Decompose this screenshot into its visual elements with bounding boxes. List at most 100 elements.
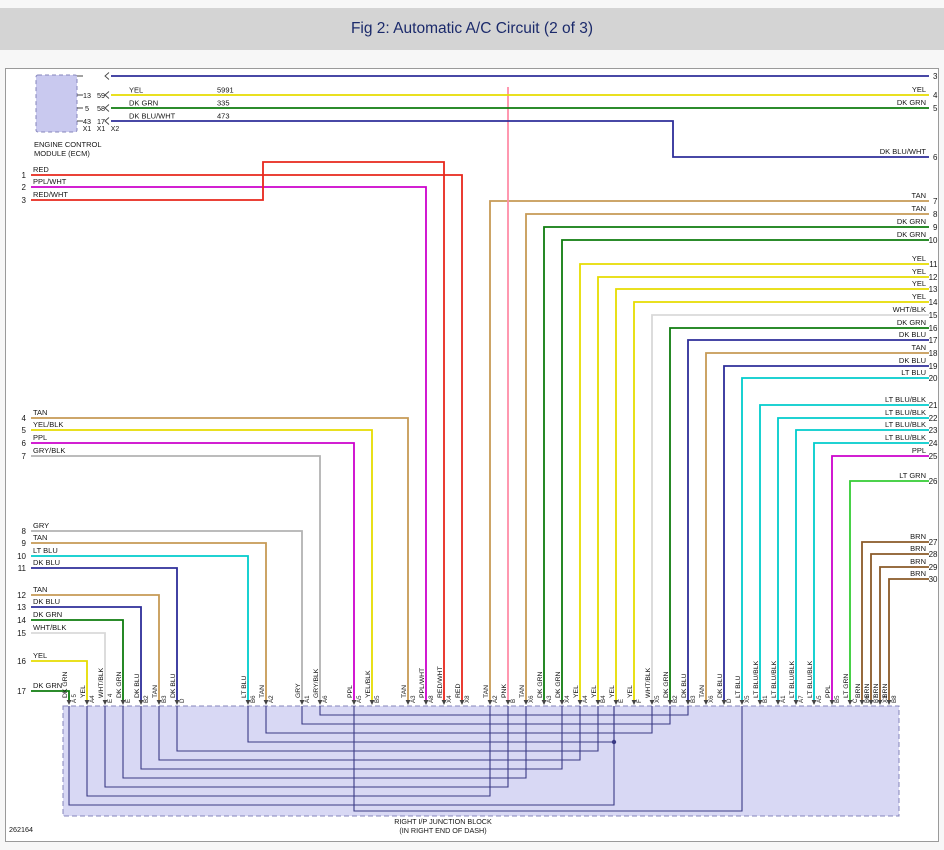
- wire-color-label: TAN: [33, 408, 47, 417]
- wire-number-left: 6: [22, 439, 27, 448]
- wire-color-label-rotated: YEL: [591, 685, 598, 698]
- wire-entry-arrow: [84, 700, 90, 705]
- ecm-pin-number: 5: [85, 104, 89, 113]
- junction-internal-wire: [353, 706, 743, 812]
- wire-entry-arrow: [423, 700, 429, 705]
- wire-yel-blk: [31, 429, 373, 701]
- wire-number-left: 3: [22, 196, 27, 205]
- wire-entry-arrow: [459, 700, 465, 705]
- wire-color-label-rotated: DK GRN: [537, 671, 544, 698]
- wire-color-label: LT BLU/BLK: [885, 420, 926, 429]
- wire-number-right: 23: [929, 426, 938, 435]
- wire-dk-blu: [723, 365, 929, 701]
- wire-color-label: RED/WHT: [33, 190, 68, 199]
- wire-tan: [525, 213, 929, 701]
- wire-color-label-rotated: DK BLU: [134, 673, 141, 698]
- junction-pin-label: E: [125, 699, 132, 703]
- wire-number-right: 14: [929, 298, 938, 307]
- junction-pin-label: B3: [161, 695, 168, 703]
- wire-entry-arrow: [667, 700, 673, 705]
- wire-color-label-rotated: BRN: [882, 684, 889, 698]
- wire-dk-blu: [31, 606, 142, 701]
- wire-tan: [31, 542, 267, 701]
- wire-number-left: 4: [22, 414, 27, 423]
- junction-internal-wire: [176, 706, 599, 752]
- wire-color-label: LT GRN: [899, 471, 926, 480]
- wire-wht-blk: [651, 314, 929, 701]
- junction-pin-label: B4: [600, 695, 607, 703]
- wire-entry-arrow: [811, 700, 817, 705]
- wire-entry-arrow: [66, 700, 72, 705]
- ecm-pin-number: 58: [97, 104, 105, 113]
- wire-number-right: 10: [929, 236, 938, 245]
- wire-color-label-rotated: TAN: [259, 685, 266, 698]
- wire-color-label: PPL: [33, 433, 47, 442]
- wire-color-label-rotated: TAN: [401, 685, 408, 698]
- wire-color-label-rotated: TAN: [699, 685, 706, 698]
- wire-dk-grn: [669, 327, 929, 701]
- wire-number-right: 22: [929, 414, 938, 423]
- wire-number-right: 27: [929, 538, 938, 547]
- junction-pin-label: A8: [428, 695, 435, 703]
- wire-number-right: 26: [929, 477, 938, 486]
- wire-number-right: 25: [929, 452, 938, 461]
- junction-internal-wire: [265, 706, 653, 734]
- junction-dot: [611, 739, 617, 745]
- wire-color-label: BRN: [910, 544, 926, 553]
- wire-entry-arrow: [299, 700, 305, 705]
- wire-yel: [615, 288, 929, 701]
- wire-entry-arrow: [631, 700, 637, 705]
- wire-number-left: 17: [17, 687, 26, 696]
- wire-color-label: BRN: [910, 569, 926, 578]
- wire-color-label: GRY: [33, 521, 49, 530]
- wire-brn: [879, 566, 929, 701]
- wire-color-label-rotated: YEL: [627, 685, 634, 698]
- wire-brn: [861, 541, 929, 701]
- wiring-diagram: RIGHT I/P JUNCTION BLOCK(IN RIGHT END OF…: [9, 72, 938, 835]
- ecm-connector-label: X2: [111, 126, 120, 133]
- wire-number-right: 15: [929, 311, 938, 320]
- wire-color-label: PPL: [912, 446, 926, 455]
- wire-entry-arrow: [505, 700, 511, 705]
- wire-color-label-rotated: RED: [455, 684, 462, 698]
- wire-entry-arrow: [263, 700, 269, 705]
- ecm-wire-color-label: DK BLU/WHT: [129, 112, 176, 121]
- ecm-label-line2: MODULE (ECM): [34, 149, 90, 158]
- wire-dk-blu: [31, 567, 178, 701]
- wire-gry: [31, 530, 303, 701]
- wire-color-label: YEL: [912, 254, 926, 263]
- junction-internal-wire: [104, 706, 509, 788]
- figure-title: Fig 2: Automatic A/C Circuit (2 of 3): [350, 20, 594, 37]
- wire-color-label-rotated: GRY/BLK: [313, 668, 320, 698]
- ecm-pin-number: 43: [83, 117, 91, 126]
- wire-color-label-rotated: BRN: [873, 684, 880, 698]
- wire-number-left: 2: [22, 183, 27, 192]
- wire-ppl-wht: [31, 186, 427, 701]
- wire-entry-arrow: [174, 700, 180, 705]
- ecm-circuit-number: 473: [217, 112, 230, 121]
- wire-color-label-rotated: LT BLU: [735, 675, 742, 698]
- ecm-pin-bracket: [104, 104, 110, 112]
- ecm-box: [35, 74, 78, 133]
- wire-number-left: 15: [17, 629, 26, 638]
- wire-color-label: DK GRN: [33, 610, 62, 619]
- wire-number-right: 5: [933, 104, 938, 113]
- wire-number-right: 19: [929, 362, 938, 371]
- junction-pin-label: B2: [143, 695, 150, 703]
- junction-pin-label: E 4: [107, 693, 114, 703]
- wire-color-label-rotated: PPL: [825, 685, 832, 698]
- wire-ppl: [31, 442, 355, 701]
- wire-color-label: TAN: [33, 585, 47, 594]
- wire-lt-blu-blk: [777, 417, 929, 701]
- ecm-pin-bracket: [104, 72, 110, 80]
- wire-color-label: PPL/WHT: [33, 177, 67, 186]
- junction-pin-label: B5: [374, 695, 381, 703]
- wire-tan: [31, 594, 160, 701]
- wire-lt-blu: [31, 555, 249, 701]
- wire-color-label: YEL: [912, 85, 926, 94]
- wire-entry-arrow: [245, 700, 251, 705]
- wire-entry-arrow: [886, 700, 892, 705]
- wire-lt-blu-blk: [795, 429, 929, 701]
- wire-yel: [633, 301, 929, 701]
- junction-pin-label: A5: [816, 695, 823, 703]
